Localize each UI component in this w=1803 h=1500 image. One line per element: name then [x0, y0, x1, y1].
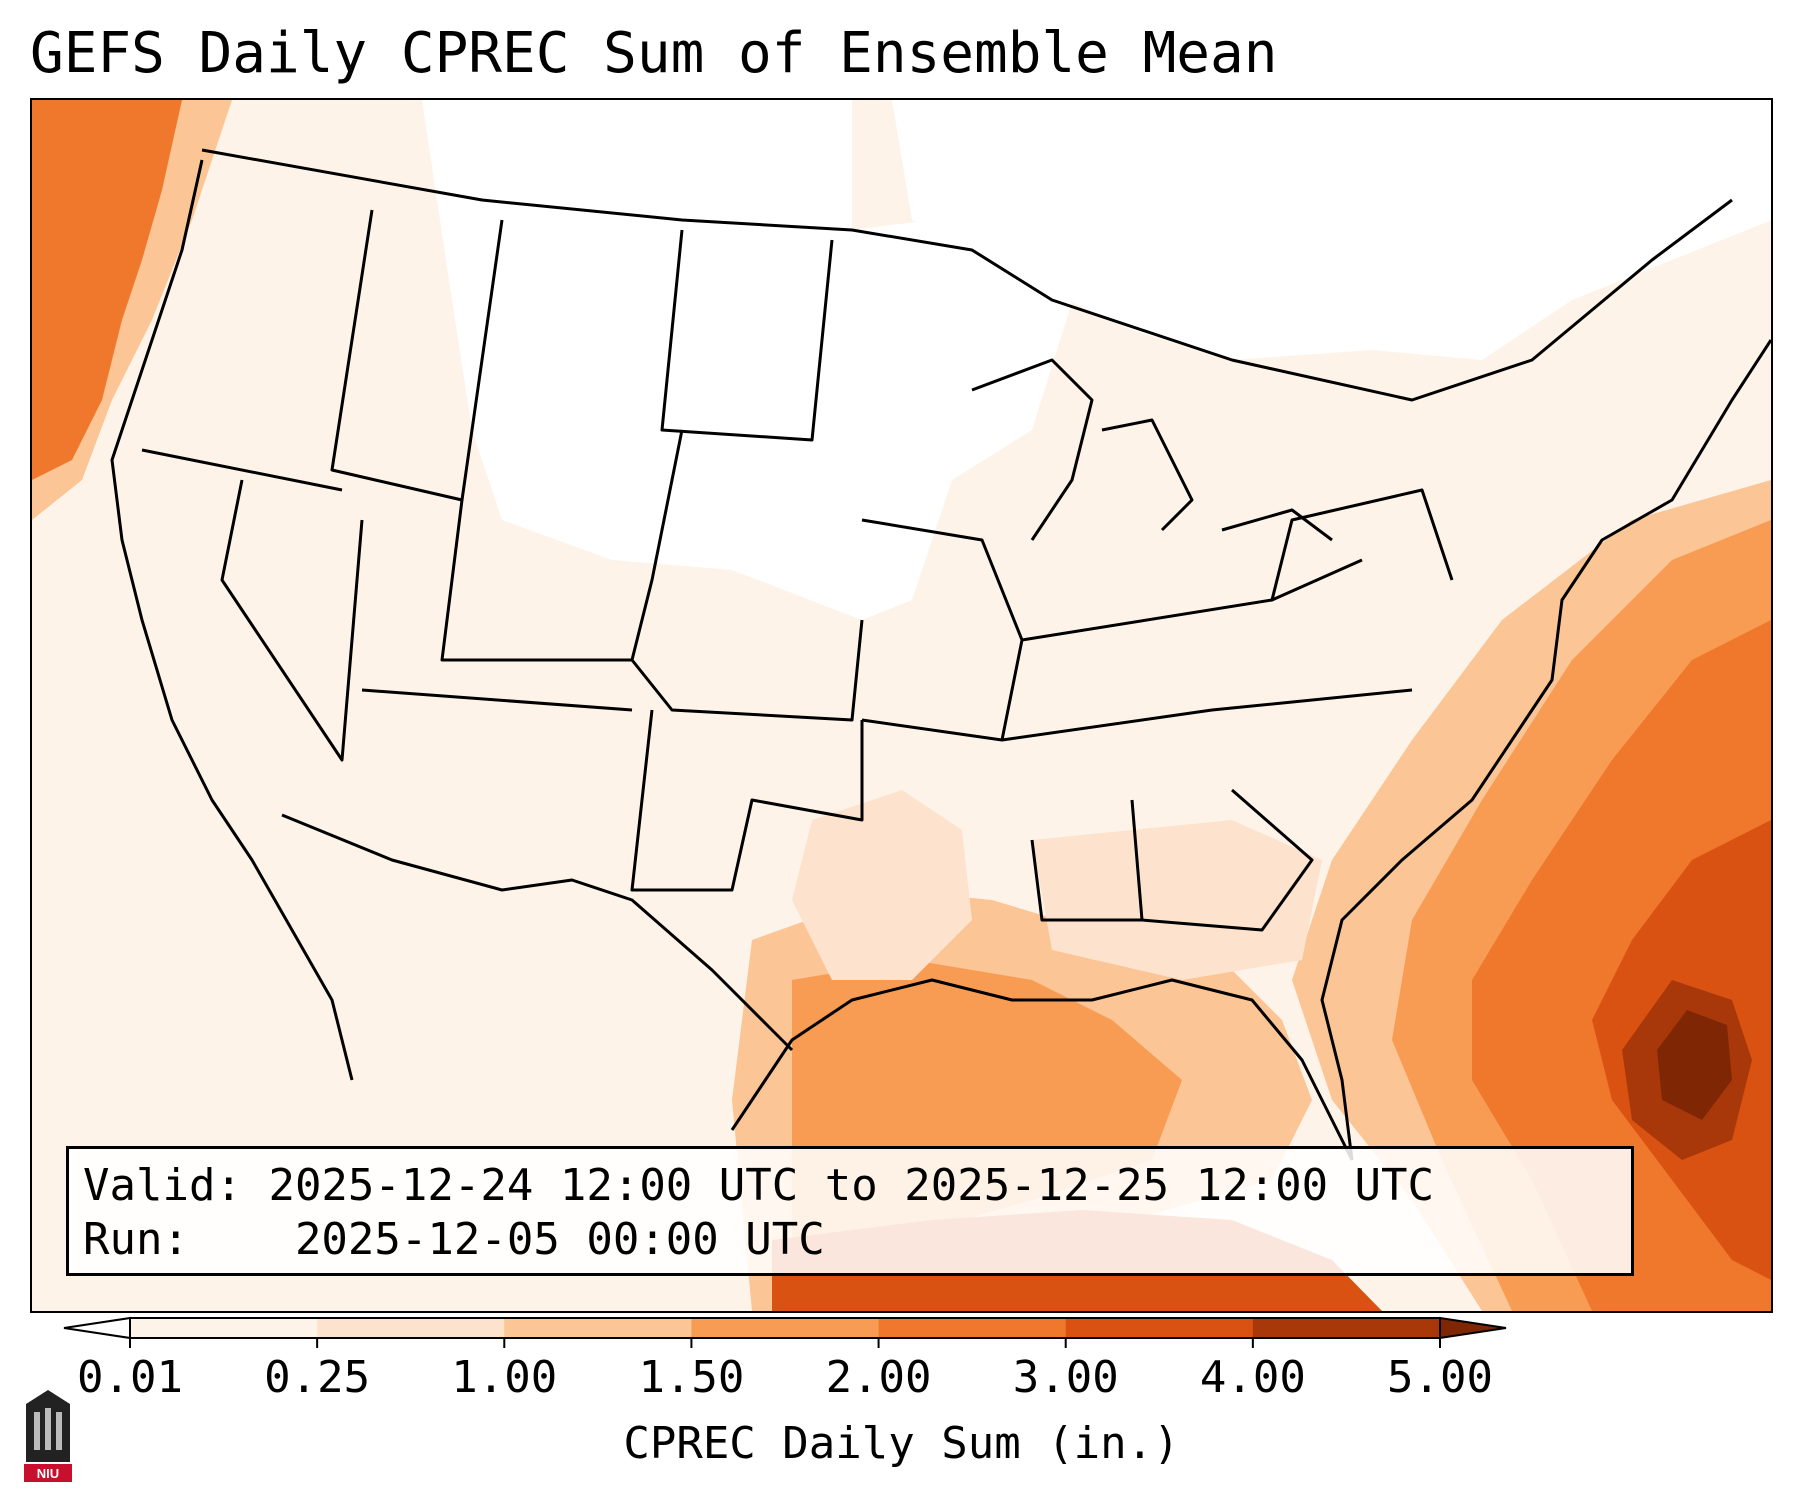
state-line-7: [1001, 688, 1413, 742]
state-line-12: [220, 479, 364, 762]
colorbar: [63, 1316, 1507, 1348]
colorbar-under-arrow: [63, 1316, 131, 1340]
west-coastline: [110, 159, 354, 1081]
colorbar-label: CPREC Daily Sum (in.): [623, 1418, 1180, 1469]
state-line-4: [660, 229, 834, 442]
colorbar-swatch: [691, 1318, 880, 1338]
colorbar-swatch: [504, 1318, 692, 1338]
map-frame: [30, 98, 1773, 1313]
great-lakes: [971, 358, 1333, 542]
state-line-5: [630, 709, 864, 892]
map-title: GEFS Daily CPREC Sum of Ensemble Mean: [30, 21, 1278, 86]
precip-field-pacific-core: [32, 100, 182, 480]
valid-value: 2025-12-24 12:00 UTC to 2025-12-25 12:00…: [268, 1160, 1435, 1211]
colorbar-swatch: [1065, 1318, 1254, 1338]
canada-border: [201, 148, 1733, 402]
colorbar-tick-label: 3.00: [1012, 1352, 1119, 1403]
colorbar-tick-label: 2.00: [825, 1352, 932, 1403]
colorbar-swatch: [878, 1318, 1067, 1338]
precip-field-texas: [792, 790, 972, 980]
colorbar-swatch: [1252, 1318, 1441, 1338]
atlantic-coastline: [1320, 339, 1771, 1161]
precip-map: [32, 100, 1771, 1311]
valid-label: Valid:: [83, 1160, 242, 1211]
state-line-13: [141, 448, 343, 492]
us-mexico-border: [281, 813, 794, 1052]
valid-run-box: Valid: 2025-12-24 12:00 UTC to 2025-12-2…: [66, 1146, 1634, 1276]
state-line-1: [330, 209, 504, 502]
colorbar-frame: [129, 1317, 1441, 1339]
run-label: Run:: [83, 1214, 189, 1265]
colorbar-swatch: [130, 1318, 318, 1338]
colorbar-tick-label: 1.00: [451, 1352, 558, 1403]
state-line-9: [1030, 799, 1144, 922]
precip-field-max-core: [1657, 1010, 1732, 1120]
colorbar-over-arrow: [1439, 1316, 1507, 1340]
colorbar-tick-label: 1.50: [638, 1352, 745, 1403]
colorbar-swatch: [317, 1318, 505, 1338]
svg-text:NIU: NIU: [37, 1466, 59, 1481]
precip-field-southeast: [1032, 820, 1322, 980]
precip-field-dry-north: [422, 100, 1082, 620]
gulf-coastline: [730, 978, 1354, 1161]
colorbar-tick-label: 4.00: [1199, 1352, 1306, 1403]
state-line-10: [1141, 788, 1314, 932]
run-value: 2025-12-05 00:00 UTC: [294, 1214, 825, 1265]
colorbar-tick-label: 0.25: [264, 1352, 371, 1403]
state-line-3: [630, 619, 864, 722]
niu-logo-icon: NIU: [24, 1390, 72, 1482]
boundary-lines: [110, 148, 1771, 1161]
precip-field-dry-northeast: [892, 100, 1771, 360]
state-line-11: [1270, 488, 1454, 601]
colorbar-tick-label: 0.01: [77, 1352, 183, 1403]
state-line-14: [361, 688, 633, 712]
colorbar-tick-label: 5.00: [1387, 1352, 1493, 1403]
